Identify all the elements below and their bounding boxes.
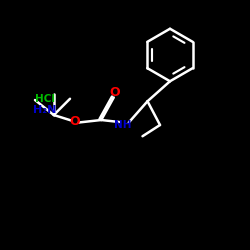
- Text: O: O: [69, 115, 80, 128]
- Text: H₂N: H₂N: [33, 105, 57, 115]
- Text: O: O: [110, 86, 120, 99]
- Text: HCl: HCl: [35, 94, 55, 104]
- Text: NH: NH: [114, 120, 131, 130]
